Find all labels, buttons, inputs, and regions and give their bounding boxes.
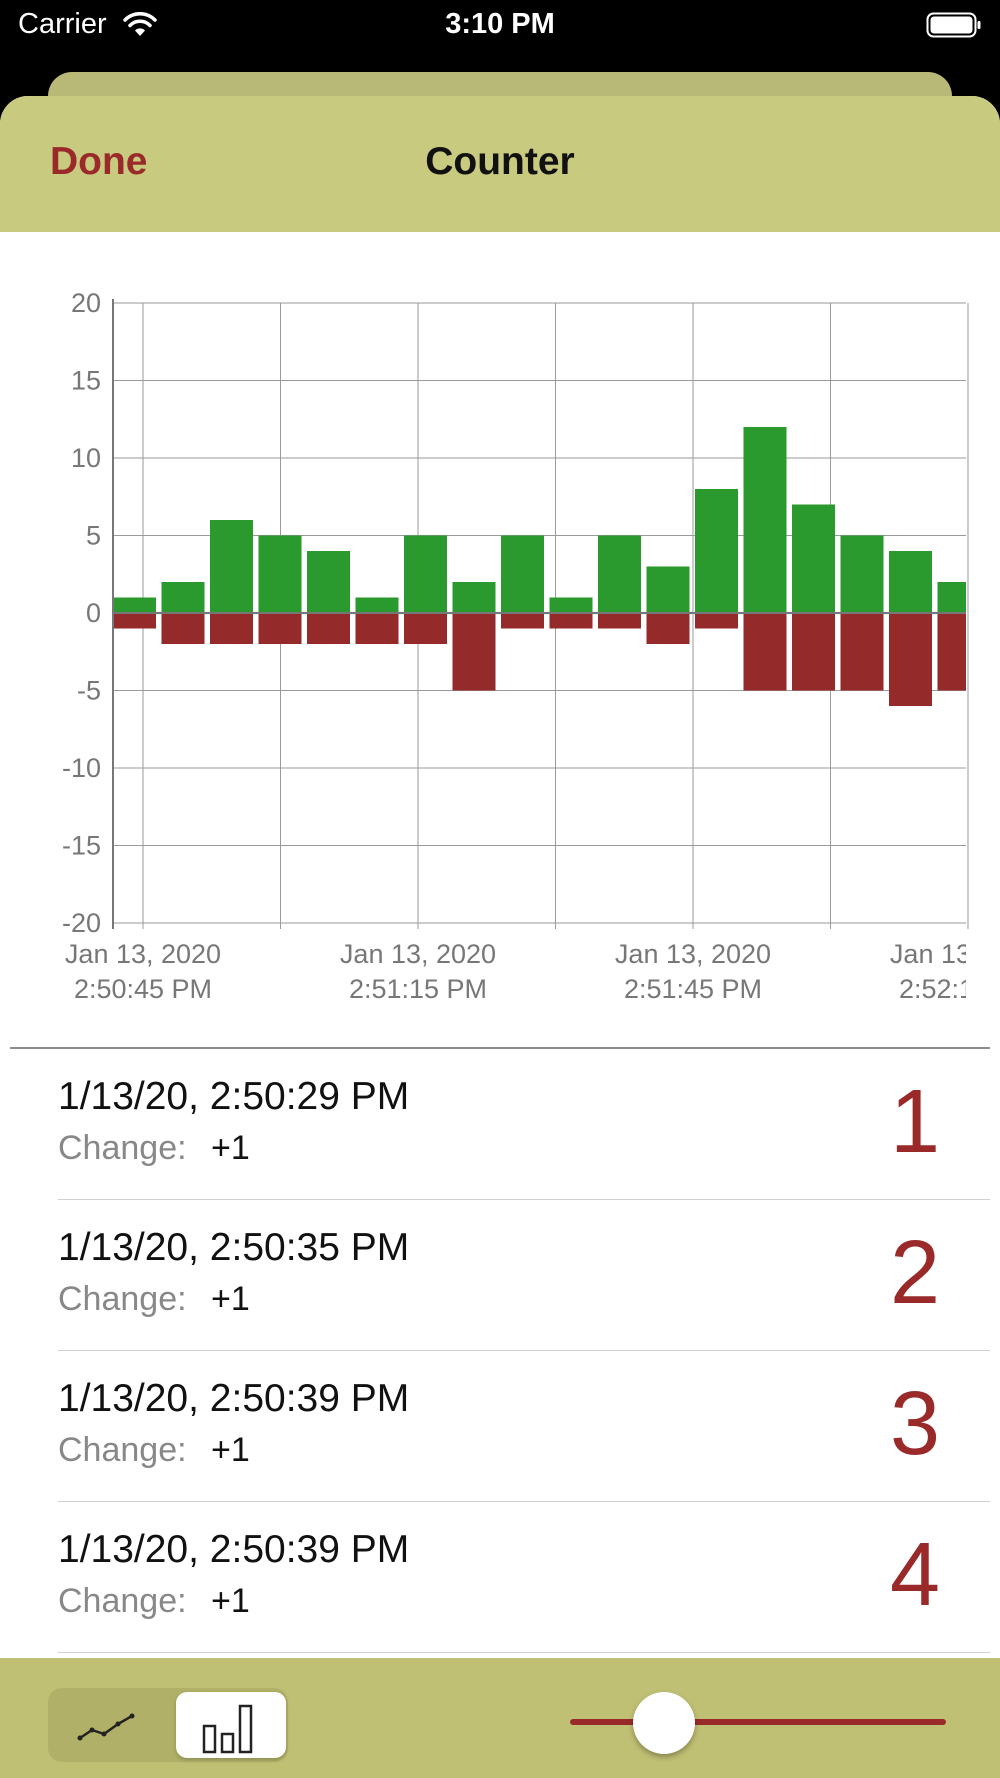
x-tick-label: Jan 13, 2020 (65, 939, 221, 969)
done-button[interactable]: Done (50, 140, 148, 183)
bar-chart-segment[interactable] (176, 1692, 286, 1758)
list-divider (10, 1047, 990, 1049)
entry-date: 1/13/20, 2:50:39 PM (58, 1528, 410, 1571)
entry-date: 1/13/20, 2:50:35 PM (58, 1226, 410, 1269)
y-tick-label: -5 (77, 676, 101, 706)
navigation-bar: Done Counter (0, 96, 1000, 232)
chart-bar (210, 520, 253, 613)
chart-bar (549, 613, 593, 629)
change-label: Change: (58, 1582, 187, 1620)
chart-bar (695, 489, 738, 613)
entry-date: 1/13/20, 2:50:29 PM (58, 1075, 410, 1118)
list-item[interactable]: 1/13/20, 2:50:39 PM Change: +1 4 (58, 1502, 990, 1653)
chart-bar (937, 613, 966, 691)
chart-bar (646, 566, 690, 613)
x-tick-label: Jan 13, 2020 (340, 939, 496, 969)
chart-bar (161, 613, 205, 644)
chart-bar (743, 427, 787, 613)
y-tick-label: -20 (62, 908, 101, 938)
entry-count: 4 (889, 1525, 940, 1625)
chart-bar (258, 613, 302, 644)
y-tick-label: 15 (71, 366, 101, 396)
chart-bar (792, 504, 835, 613)
counter-sheet: Done Counter 20 15 10 5 0 -5 -10 -15 -20 Jan 13,… (0, 96, 1000, 1778)
chart-bar (646, 613, 690, 644)
change-label: Change: (58, 1129, 187, 1167)
chart-bar (937, 582, 966, 613)
y-tick-label: 5 (86, 521, 101, 551)
chart-type-segmented-control[interactable] (48, 1688, 288, 1762)
chart-bar (840, 535, 884, 613)
chart-bar (258, 535, 302, 613)
chart-bar (113, 613, 156, 629)
chart-bar (889, 551, 932, 613)
y-tick-label: 0 (86, 598, 101, 628)
x-tick-label: Jan 13, 2020 (615, 939, 771, 969)
chart-bar (404, 613, 447, 644)
status-time: 3:10 PM (445, 8, 555, 40)
y-tick-label: -15 (62, 831, 101, 861)
list-item[interactable]: 1/13/20, 2:50:39 PM Change: +1 3 (58, 1351, 990, 1502)
chart-bar (840, 613, 884, 691)
chart-bar (161, 582, 205, 613)
x-tick-label: 2:52:15 PM (899, 974, 1000, 1004)
battery-icon (926, 12, 981, 38)
chart-bar (113, 597, 156, 613)
carrier-label: Carrier (18, 8, 107, 40)
chart-bar (695, 613, 738, 629)
entry-date: 1/13/20, 2:50:39 PM (58, 1377, 410, 1420)
chart-bar (792, 613, 835, 691)
status-bar: Carrier 3:10 PM (0, 0, 1000, 50)
bar-chart-icon (202, 1704, 253, 1754)
wifi-icon (123, 12, 157, 36)
change-value: +1 (211, 1582, 250, 1620)
list-item[interactable]: 1/13/20, 2:50:35 PM Change: +1 2 (58, 1200, 990, 1351)
chart-bar (743, 613, 787, 691)
history-list: 1/13/20, 2:50:29 PM Change: +1 1 1/13/20… (0, 1049, 1000, 1653)
change-label: Change: (58, 1280, 187, 1318)
chart-bar (355, 613, 399, 644)
slider-track[interactable] (570, 1719, 946, 1725)
chart-bar (307, 613, 350, 644)
change-value: +1 (211, 1280, 250, 1318)
chart-bar (307, 551, 350, 613)
chart-bar (598, 535, 641, 613)
chart-bar (210, 613, 253, 644)
chart-bar (355, 597, 399, 613)
line-chart-icon (77, 1713, 135, 1741)
chart-bar (501, 535, 544, 613)
change-value: +1 (211, 1129, 250, 1167)
zoom-slider[interactable] (570, 1686, 950, 1756)
chart-bar (889, 613, 932, 706)
y-tick-label: -10 (62, 753, 101, 783)
x-tick-label: Jan 13, 2020 (890, 939, 1000, 969)
entry-count: 3 (889, 1374, 940, 1474)
x-tick-label: 2:51:45 PM (624, 974, 762, 1004)
x-tick-label: 2:51:15 PM (349, 974, 487, 1004)
x-tick-label: 2:50:45 PM (74, 974, 212, 1004)
change-value: +1 (211, 1431, 250, 1469)
list-item[interactable]: 1/13/20, 2:50:29 PM Change: +1 1 (58, 1049, 990, 1200)
chart-bar (452, 582, 496, 613)
chart-bar (404, 535, 447, 613)
chart-bar (598, 613, 641, 629)
entry-count: 2 (889, 1223, 940, 1323)
bottom-toolbar (0, 1658, 1000, 1778)
y-tick-label: 10 (71, 443, 101, 473)
slider-thumb[interactable] (632, 1692, 695, 1754)
change-label: Change: (58, 1431, 187, 1469)
chart-bar (549, 597, 593, 613)
chart-container[interactable]: 20 15 10 5 0 -5 -10 -15 -20 Jan 13, 2020 2:50:45 … (0, 280, 1000, 1020)
entry-count: 1 (889, 1072, 940, 1172)
chart-bar (452, 613, 496, 691)
page-title: Counter (425, 140, 575, 183)
line-chart-segment[interactable] (52, 1692, 162, 1758)
y-tick-label: 20 (71, 288, 101, 318)
bar-chart[interactable]: 20 15 10 5 0 -5 -10 -15 -20 Jan 13, 2020 2:50:45 … (0, 280, 1000, 1020)
chart-bar (501, 613, 544, 629)
